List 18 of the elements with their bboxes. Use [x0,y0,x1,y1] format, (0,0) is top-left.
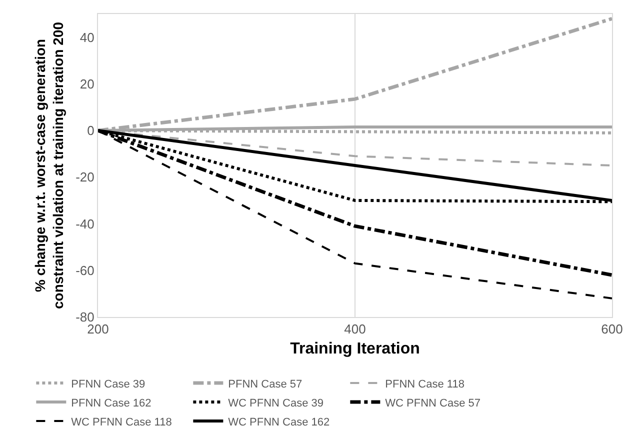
legend-label: PFNN Case 39 [71,378,146,390]
legend-label: WC PFNN Case 39 [228,397,324,410]
y-tick-label: 20 [80,76,94,92]
y-axis-title: % change w.r.t. worst-case generation constraint violation at training iteration 200 [32,22,66,310]
legend-label: WC PFNN Case 162 [228,416,330,428]
legend-label: WC PFNN Case 118 [71,416,172,428]
y-tick-label: 0 [87,123,94,138]
y-tick-label: -60 [76,262,94,278]
x-tick-label: 400 [344,322,366,337]
legend-label: PFNN Case 162 [71,397,152,410]
y-tick-label: 40 [80,30,94,45]
x-axis-title: Training Iteration [290,340,420,358]
y-tick-label: -20 [76,170,94,185]
x-tick-label: 600 [601,322,623,337]
legend-label: PFNN Case 118 [385,378,464,390]
legend-label: WC PFNN Case 57 [385,397,481,410]
y-tick-label: -40 [76,216,94,232]
legend-label: PFNN Case 57 [228,378,302,390]
